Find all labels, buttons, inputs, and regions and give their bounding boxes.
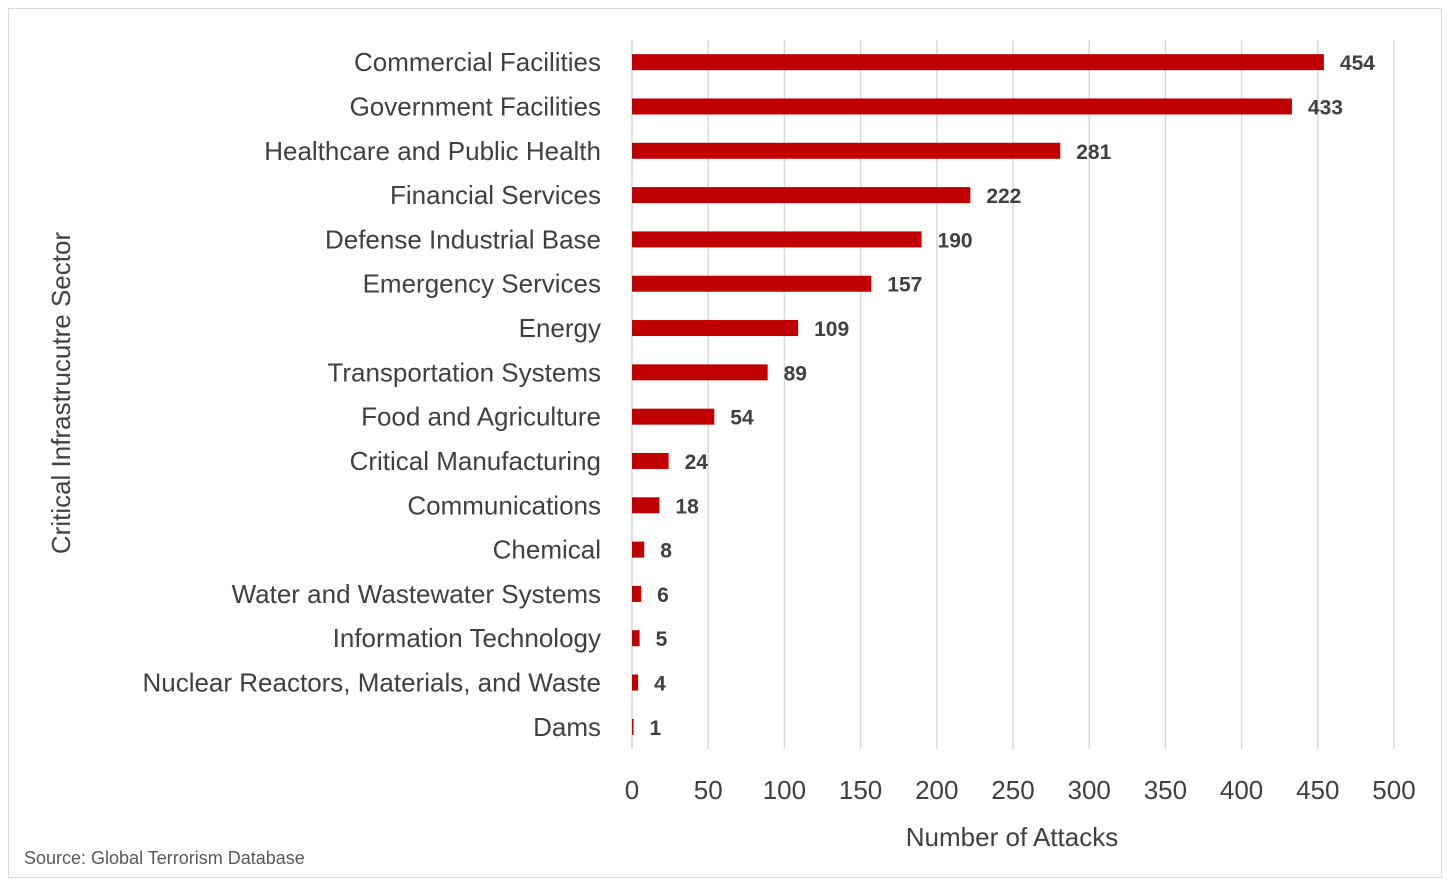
x-tick-label: 150 xyxy=(839,775,882,805)
bar xyxy=(632,320,799,337)
bar xyxy=(632,585,642,602)
x-tick-label: 500 xyxy=(1372,775,1415,805)
category-label: Financial Services xyxy=(390,180,601,210)
x-tick-label: 300 xyxy=(1068,775,1111,805)
value-label: 190 xyxy=(938,229,973,252)
x-tick-labels: 0 50 100 150 200 250 300 350 400 450 500 xyxy=(625,775,1416,805)
category-label: Transportation Systems xyxy=(327,357,601,387)
category-label: Commercial Facilities xyxy=(354,47,601,77)
value-label: 454 xyxy=(1340,52,1375,75)
bar xyxy=(632,452,669,469)
category-label: Information Technology xyxy=(333,623,601,653)
x-tick-label: 400 xyxy=(1220,775,1263,805)
source-note: Source: Global Terrorism Database xyxy=(24,848,305,868)
category-label: Communications xyxy=(407,490,601,520)
bar xyxy=(632,275,872,292)
category-labels: Commercial Facilities Government Faciliti… xyxy=(142,47,601,742)
value-label: 4 xyxy=(654,673,666,696)
x-tick-label: 350 xyxy=(1144,775,1187,805)
bar xyxy=(632,231,922,248)
bar xyxy=(632,718,634,735)
bar xyxy=(632,54,1324,71)
bar xyxy=(632,98,1292,115)
category-label: Critical Manufacturing xyxy=(350,446,601,476)
value-label: 433 xyxy=(1308,96,1343,119)
bars xyxy=(632,54,1324,735)
value-label: 6 xyxy=(657,584,669,607)
bar xyxy=(632,674,639,691)
value-label: 222 xyxy=(986,185,1021,208)
category-label: Nuclear Reactors, Materials, and Waste xyxy=(142,668,601,698)
value-label: 54 xyxy=(730,407,754,430)
bar xyxy=(632,364,768,381)
value-label: 8 xyxy=(660,540,672,563)
value-label: 281 xyxy=(1076,141,1111,164)
category-label: Defense Industrial Base xyxy=(325,224,601,254)
category-label: Chemical xyxy=(493,535,601,565)
value-label: 24 xyxy=(685,451,709,474)
value-label: 157 xyxy=(887,274,922,297)
category-label: Dams xyxy=(533,712,601,742)
bar xyxy=(632,541,645,558)
bar xyxy=(632,187,971,204)
value-label: 89 xyxy=(784,362,807,385)
value-label: 109 xyxy=(814,318,849,341)
x-tick-label: 50 xyxy=(694,775,723,805)
x-axis-title: Number of Attacks xyxy=(906,822,1118,852)
x-tick-label: 450 xyxy=(1296,775,1339,805)
x-tick-label: 100 xyxy=(763,775,806,805)
bar xyxy=(632,142,1061,159)
x-tick-label: 0 xyxy=(625,775,639,805)
value-label: 5 xyxy=(656,628,668,651)
x-tick-label: 250 xyxy=(991,775,1034,805)
category-label: Food and Agriculture xyxy=(361,402,601,432)
category-label: Healthcare and Public Health xyxy=(264,136,601,166)
value-label: 18 xyxy=(675,495,699,518)
category-label: Energy xyxy=(519,313,601,343)
y-axis-title: Critical Infrastrucutre Sector xyxy=(46,232,76,555)
value-label: 1 xyxy=(650,717,662,740)
bar xyxy=(632,630,640,647)
category-label: Government Facilities xyxy=(350,91,601,121)
x-tick-label: 200 xyxy=(915,775,958,805)
category-label: Emergency Services xyxy=(363,269,601,299)
bar xyxy=(632,408,715,425)
category-label: Water and Wastewater Systems xyxy=(232,579,601,609)
bar xyxy=(632,497,660,514)
